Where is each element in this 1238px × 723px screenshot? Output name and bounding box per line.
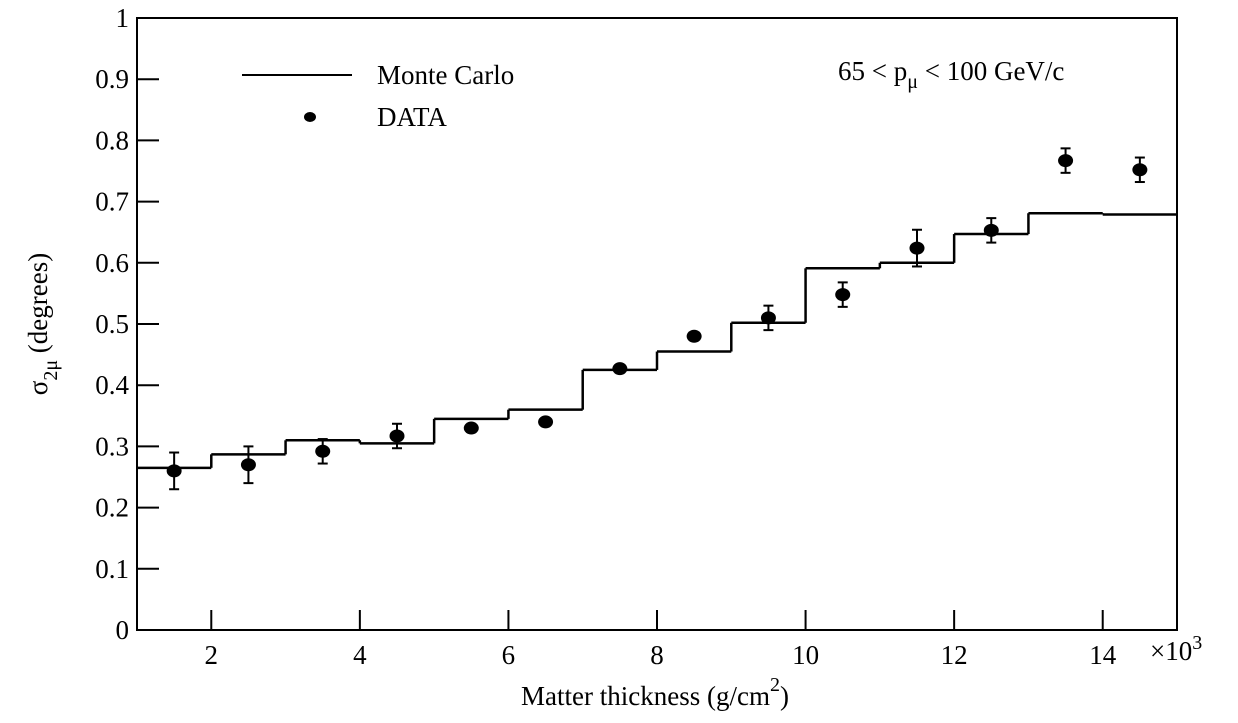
- legend-label: Monte Carlo: [377, 60, 514, 90]
- data-point: [315, 444, 331, 458]
- x-tick-label: 6: [502, 640, 516, 670]
- x-multiplier-part: 3: [1192, 632, 1202, 654]
- x-axis-label-part: Matter thickness (g/cm: [521, 681, 770, 711]
- data-point: [760, 311, 776, 325]
- data-point: [240, 458, 256, 472]
- y-tick-label: 0: [116, 615, 130, 645]
- y-axis-label-part: 2μ: [40, 360, 62, 381]
- y-tick-label: 0.9: [95, 64, 129, 94]
- y-tick-label: 0.2: [95, 493, 129, 523]
- y-tick-label: 0.3: [95, 431, 129, 461]
- annotation-part: < 100 GeV/c: [918, 56, 1064, 86]
- x-axis-label-part: ): [780, 681, 789, 711]
- y-tick-label: 0.5: [95, 309, 129, 339]
- annotation: 65 < pμ < 100 GeV/c: [838, 56, 1064, 93]
- annotation-part: 65 < p: [838, 56, 907, 86]
- y-axis-label: σ2μ (degrees): [23, 253, 62, 395]
- x-multiplier-part: ×10: [1150, 636, 1192, 666]
- y-tick-label: 0.6: [95, 248, 129, 278]
- legend-marker: [304, 112, 316, 122]
- x-axis-label-part: 2: [770, 674, 780, 696]
- y-tick-label: 0.7: [95, 187, 129, 217]
- data-point: [1058, 154, 1074, 168]
- data-point: [463, 421, 479, 435]
- x-tick-label: 2: [205, 640, 219, 670]
- x-tick-label: 14: [1089, 640, 1117, 670]
- x-tick-label: 8: [650, 640, 664, 670]
- annotation-part: μ: [907, 71, 918, 93]
- y-tick-label: 1: [116, 3, 130, 33]
- plot-frame: [136, 17, 1178, 631]
- data-point: [983, 223, 999, 237]
- data-point: [1132, 163, 1148, 177]
- data-point: [389, 429, 405, 443]
- data-point: [538, 415, 554, 429]
- y-tick-label: 0.4: [95, 370, 129, 400]
- x-tick-label: 4: [353, 640, 367, 670]
- legend-label: DATA: [377, 102, 447, 132]
- data-point: [612, 362, 628, 376]
- y-tick-label: 0.1: [95, 554, 129, 584]
- data-point: [835, 288, 851, 302]
- x-tick-label: 10: [792, 640, 819, 670]
- data-point: [686, 329, 702, 343]
- y-axis-label-part: σ: [23, 380, 53, 395]
- x-tick-label: 12: [941, 640, 968, 670]
- y-tick-label: 0.8: [95, 125, 129, 155]
- x-multiplier: ×103: [1150, 632, 1202, 666]
- y-axis-label-part: (degrees): [23, 253, 53, 360]
- x-axis-label: Matter thickness (g/cm2): [521, 674, 789, 711]
- data-point: [909, 241, 925, 255]
- data-point: [166, 464, 182, 478]
